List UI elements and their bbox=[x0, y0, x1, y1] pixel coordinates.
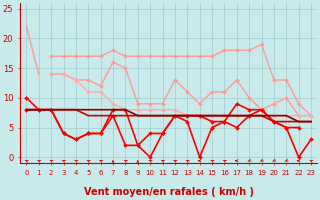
X-axis label: Vent moyen/en rafales ( km/h ): Vent moyen/en rafales ( km/h ) bbox=[84, 187, 254, 197]
